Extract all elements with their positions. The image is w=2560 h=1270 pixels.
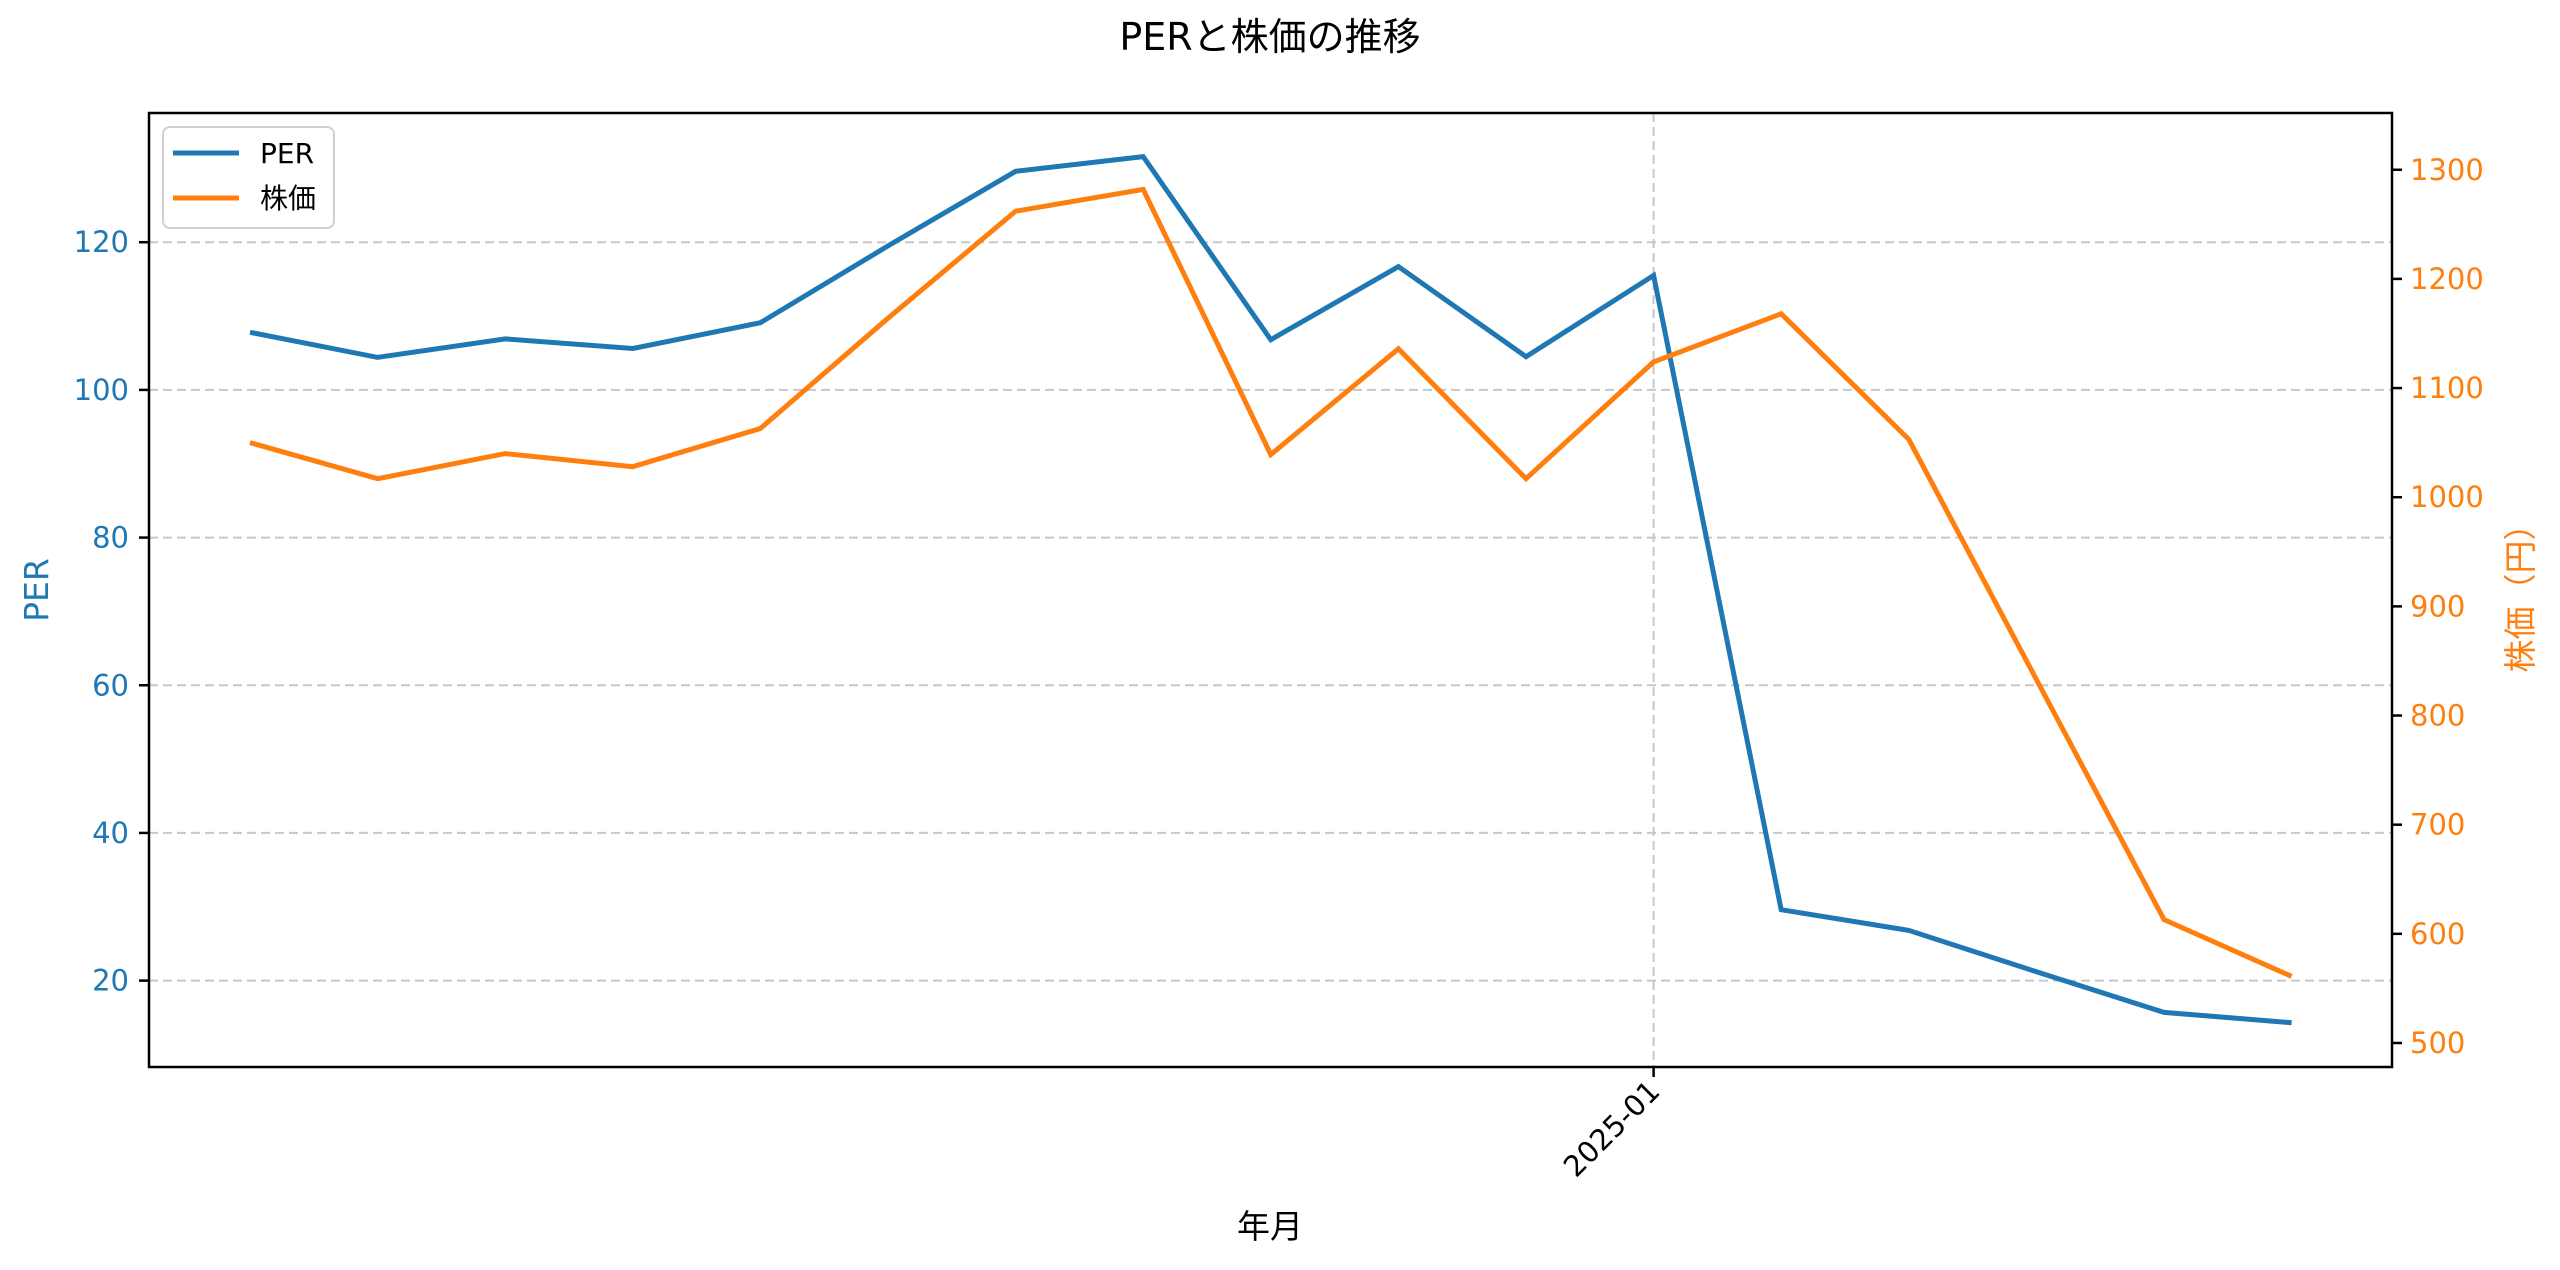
x-axis-title: 年月 [1237, 1207, 1303, 1246]
right-axis-title: 株価（円） [2501, 508, 2540, 673]
left-tick-label: 20 [92, 964, 129, 998]
right-tick-label: 1200 [2410, 262, 2484, 296]
right-tick-label: 1000 [2410, 480, 2484, 514]
left-axis-title: PER [17, 558, 56, 622]
right-y-axis: 500 600 700 800 900 1000 1100 1200 1300 [2392, 153, 2484, 1060]
right-tick-label: 900 [2410, 589, 2465, 623]
right-tick-label: 700 [2410, 808, 2465, 842]
left-tick-label: 120 [74, 225, 129, 259]
right-tick-label: 500 [2410, 1026, 2465, 1060]
price-series-line [249, 186, 2293, 979]
right-tick-label: 1300 [2410, 153, 2484, 187]
legend-label-price: 株価 [260, 182, 316, 215]
x-axis: 2025-01 [1557, 1067, 1667, 1184]
left-tick-label: 40 [92, 816, 129, 850]
left-y-axis: 20 40 60 80 100 120 [74, 225, 149, 998]
left-tick-label: 80 [92, 521, 129, 555]
plot-frame [147, 111, 2394, 1069]
x-tick-label: 2025-01 [1557, 1074, 1667, 1184]
legend-label-per: PER [260, 137, 314, 170]
per-series-line [249, 153, 2292, 1026]
left-tick-label: 60 [92, 668, 129, 702]
series-lines [249, 153, 2293, 1026]
right-tick-label: 1100 [2410, 371, 2484, 405]
left-tick-label: 100 [74, 373, 129, 407]
chart-title: PERと株価の推移 [1119, 15, 1420, 59]
right-tick-label: 800 [2410, 699, 2465, 733]
legend: PER 株価 [162, 126, 335, 229]
right-tick-label: 600 [2410, 917, 2465, 951]
grid-lines [149, 113, 2392, 1067]
